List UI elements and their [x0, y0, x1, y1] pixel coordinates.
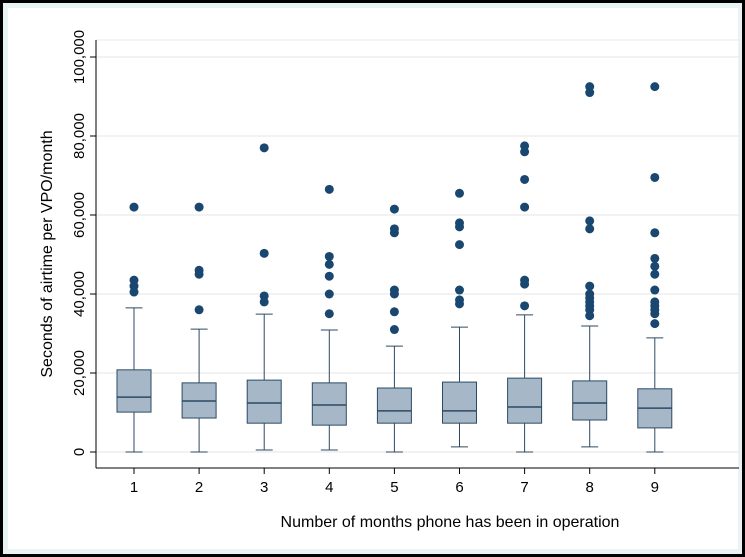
outlier: [259, 143, 269, 153]
outlier: [650, 82, 660, 92]
outlier: [324, 289, 334, 299]
outlier: [585, 281, 595, 291]
outlier: [520, 174, 530, 184]
x-tick-label: 3: [260, 479, 268, 496]
outlier: [520, 279, 530, 289]
y-tick-label: 80,000: [71, 113, 88, 159]
outlier: [585, 311, 595, 321]
outlier: [324, 259, 334, 269]
x-tick-label: 4: [325, 479, 333, 496]
outlier: [389, 289, 399, 299]
outlier: [129, 202, 139, 212]
outlier: [455, 285, 464, 295]
y-tick-label: 20,000: [71, 350, 88, 396]
outlier: [585, 88, 595, 98]
y-axis-label: Seconds of airtime per VPO/month: [39, 130, 56, 377]
outlier: [194, 305, 204, 315]
x-tick-label: 5: [390, 479, 398, 496]
x-tick-label: 1: [130, 479, 138, 496]
outlier: [520, 301, 530, 311]
x-tick-label: 9: [651, 479, 659, 496]
outlier: [389, 204, 399, 214]
outlier: [650, 319, 660, 329]
outlier: [324, 271, 334, 281]
outlier: [129, 287, 139, 297]
box: [442, 381, 477, 424]
outlier: [650, 285, 660, 295]
outlier: [650, 253, 660, 263]
x-tick-label: 6: [455, 479, 463, 496]
outlier: [324, 251, 334, 261]
y-tick-label: 100,000: [71, 30, 88, 84]
box: [246, 379, 282, 424]
outlier: [650, 172, 660, 182]
outlier: [389, 325, 399, 335]
y-tick-label: 60,000: [71, 192, 88, 238]
x-axis-label: Number of months phone has been in opera…: [281, 514, 620, 531]
outlier: [455, 240, 464, 250]
outlier: [455, 222, 464, 232]
x-tick-label: 7: [520, 479, 528, 496]
outlier: [259, 248, 269, 258]
outlier: [259, 297, 269, 307]
outlier: [650, 309, 660, 319]
outlier: [650, 269, 660, 279]
outlier: [455, 299, 464, 309]
outlier: [585, 224, 595, 234]
outlier: [389, 307, 399, 317]
y-tick-label: 0: [71, 448, 88, 456]
outlier: [585, 216, 595, 226]
outlier: [520, 147, 530, 157]
x-tick-label: 8: [586, 479, 594, 496]
x-tick-label: 2: [195, 479, 203, 496]
outlier: [650, 261, 660, 271]
outlier: [389, 228, 399, 238]
outlier: [324, 184, 334, 194]
outlier: [520, 202, 530, 212]
outlier: [324, 309, 334, 319]
outlier: [194, 269, 204, 279]
outlier: [650, 228, 660, 238]
y-tick-label: 40,000: [71, 271, 88, 317]
outlier: [455, 188, 464, 198]
box: [572, 380, 608, 421]
box: [116, 369, 152, 413]
box: [507, 377, 543, 424]
box: [376, 387, 412, 424]
outlier: [194, 202, 204, 212]
box: [311, 382, 347, 426]
